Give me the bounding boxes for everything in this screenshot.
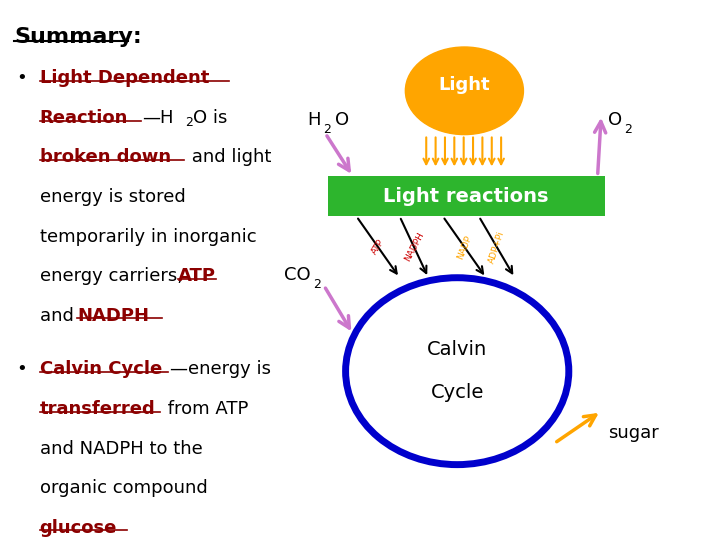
Text: NADP: NADP — [456, 234, 473, 260]
Text: ATP: ATP — [178, 267, 216, 285]
Text: •: • — [16, 70, 27, 87]
Text: O is: O is — [193, 109, 228, 127]
Text: 2: 2 — [185, 117, 193, 130]
Ellipse shape — [346, 278, 569, 464]
Text: Cycle: Cycle — [431, 383, 484, 402]
Text: broken down: broken down — [40, 148, 171, 166]
Text: Light reactions: Light reactions — [384, 187, 549, 206]
Text: Calvin Cycle: Calvin Cycle — [40, 361, 162, 379]
Circle shape — [405, 47, 523, 134]
Text: 2: 2 — [624, 123, 632, 136]
Text: and light: and light — [186, 148, 271, 166]
Text: energy is stored: energy is stored — [40, 188, 185, 206]
Text: Calvin: Calvin — [427, 340, 487, 359]
Text: O: O — [608, 111, 623, 129]
Text: glucose: glucose — [40, 518, 117, 537]
Text: NADPH: NADPH — [402, 231, 426, 263]
Text: temporarily in inorganic: temporarily in inorganic — [40, 227, 256, 246]
Text: ADP+Pi: ADP+Pi — [487, 230, 506, 265]
Text: and: and — [40, 307, 79, 325]
Text: ATP: ATP — [370, 238, 386, 256]
Text: organic compound: organic compound — [40, 479, 207, 497]
Text: Light Dependent: Light Dependent — [40, 70, 209, 87]
Text: energy carriers,: energy carriers, — [40, 267, 189, 285]
Text: and NADPH to the: and NADPH to the — [40, 440, 202, 457]
Text: from ATP: from ATP — [162, 400, 248, 418]
Text: 2: 2 — [323, 123, 331, 136]
Text: O: O — [335, 111, 349, 129]
Text: 2: 2 — [313, 278, 321, 291]
Text: H: H — [307, 111, 321, 129]
Text: NADPH: NADPH — [77, 307, 149, 325]
Text: Light: Light — [438, 77, 490, 94]
Text: Reaction: Reaction — [40, 109, 128, 127]
FancyBboxPatch shape — [328, 176, 605, 217]
Text: CO: CO — [284, 266, 311, 284]
Text: transferred: transferred — [40, 400, 156, 418]
Text: •: • — [16, 361, 27, 379]
Text: —H: —H — [143, 109, 174, 127]
Text: —energy is: —energy is — [170, 361, 271, 379]
Text: sugar: sugar — [608, 423, 659, 442]
Text: Summary:: Summary: — [14, 26, 142, 46]
